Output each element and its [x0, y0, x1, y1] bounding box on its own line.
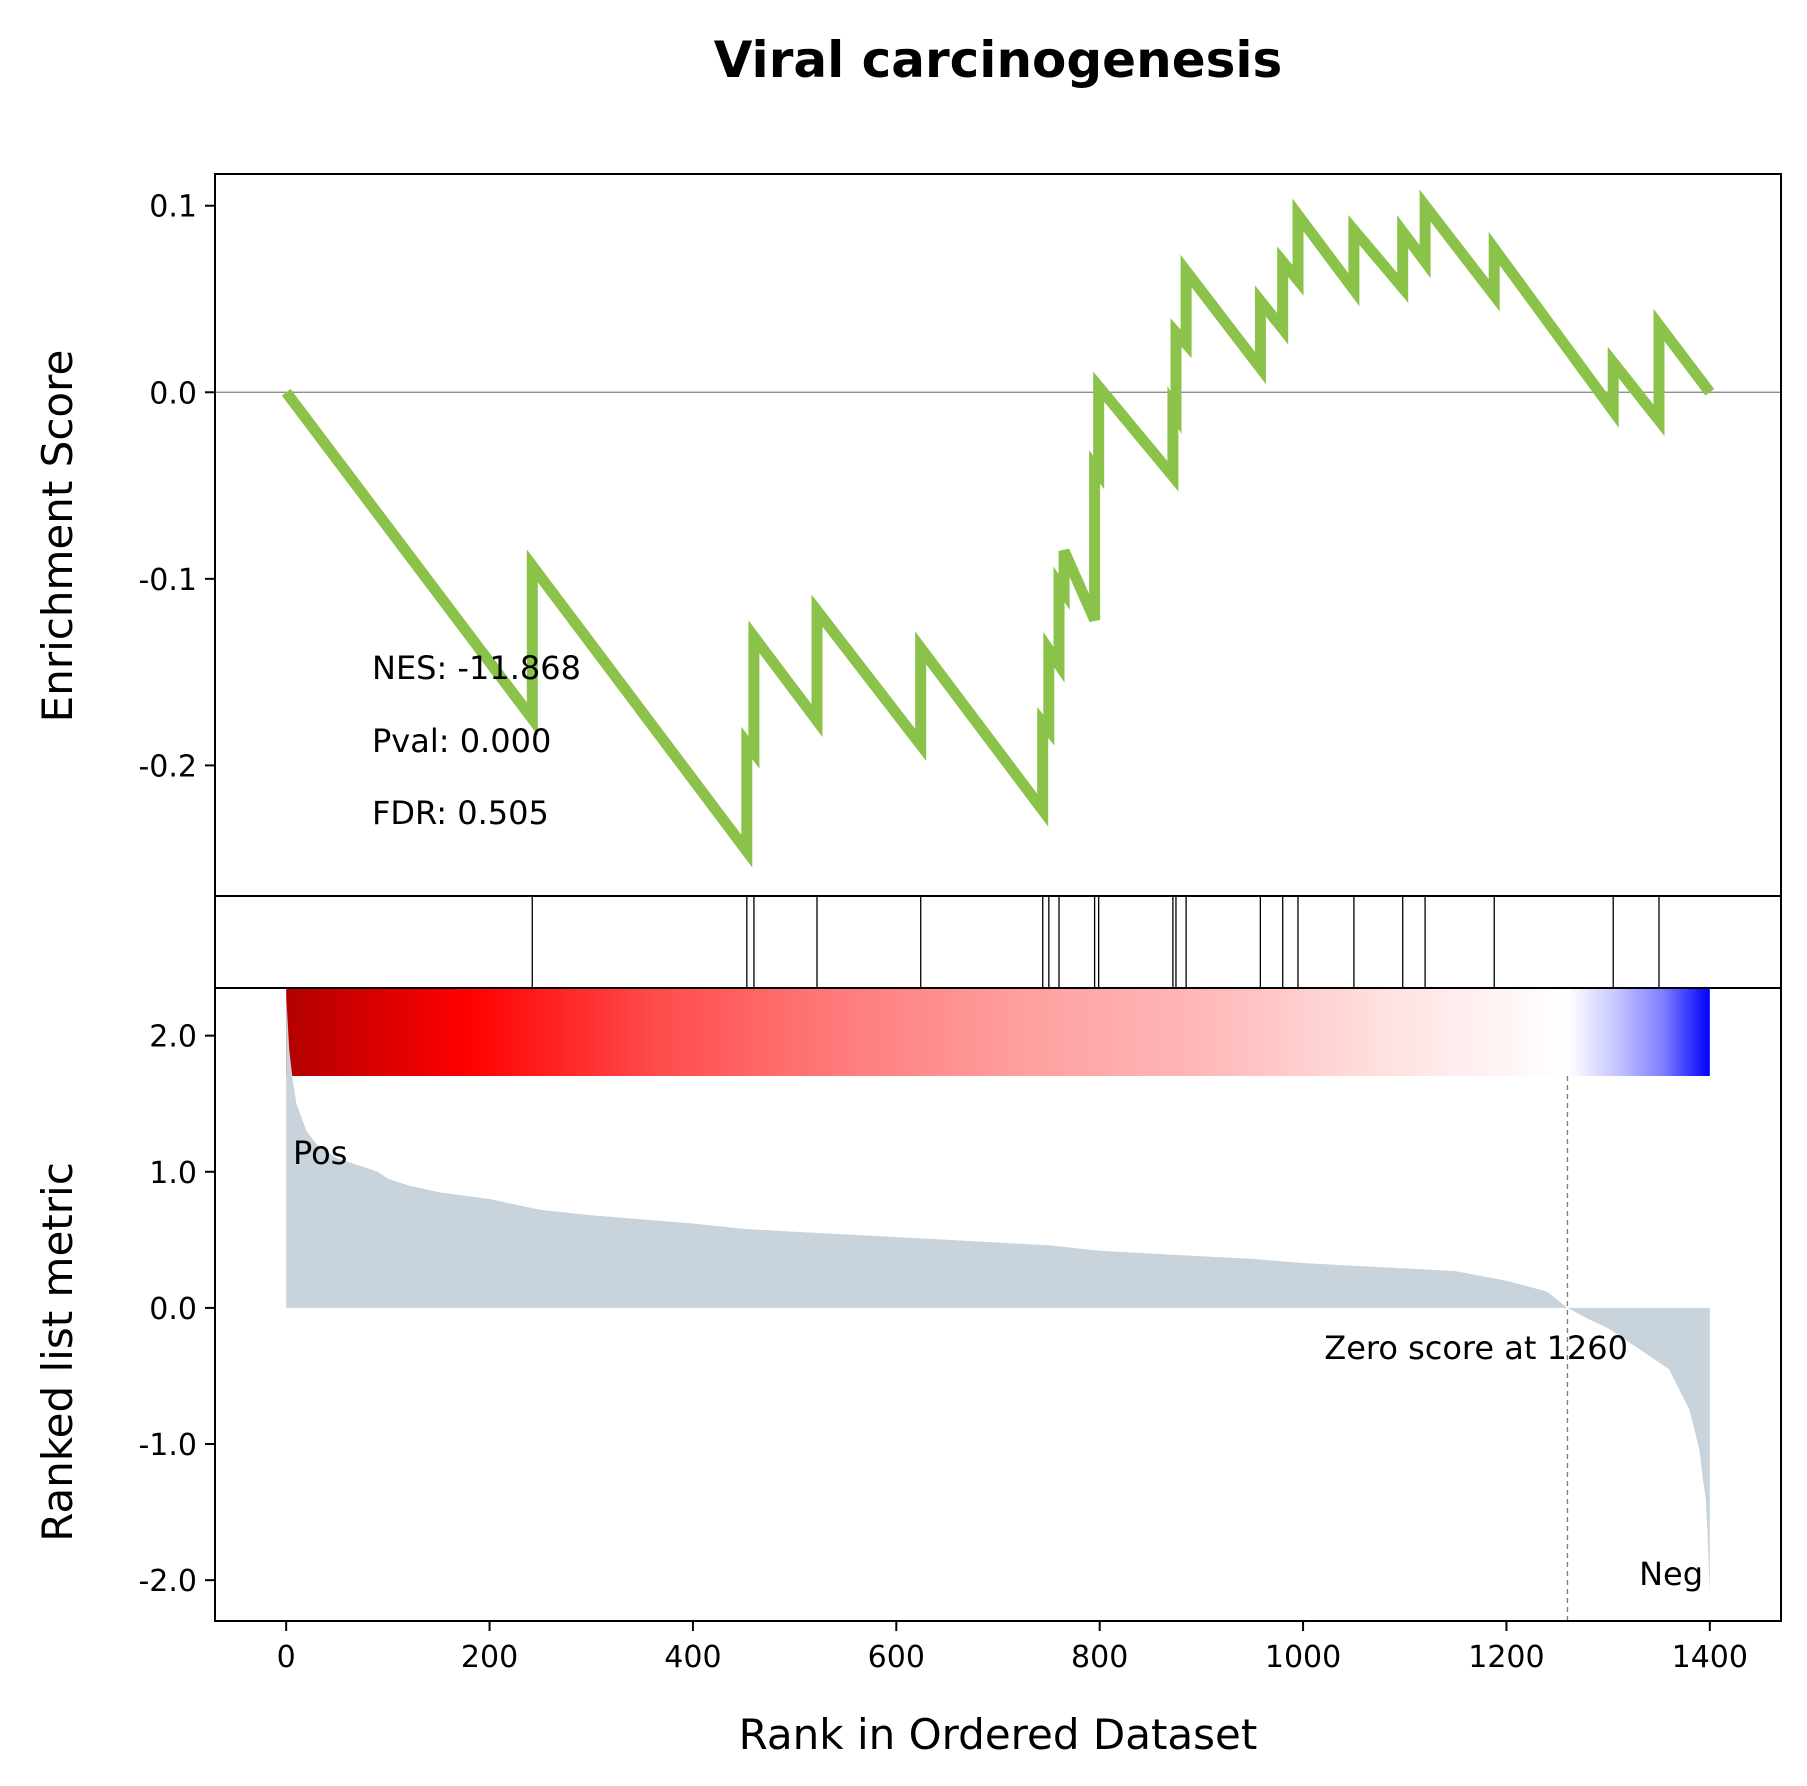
es-y-ticks: 0.1 0.0 -0.1 -0.2	[138, 190, 215, 784]
ranked-panel-frame	[214, 987, 1782, 1622]
x-tick-label: 400	[664, 1640, 721, 1675]
zero-score-label: Zero score at 1260	[1324, 1329, 1628, 1367]
chart-title: Viral carcinogenesis	[714, 31, 1283, 89]
ranked-y-ticks: 2.0 1.0 0.0 -1.0 -2.0	[138, 1020, 215, 1599]
x-tick-label: 600	[868, 1640, 925, 1675]
fdr-annotation: FDR: 0.505	[372, 794, 549, 832]
x-tick-label: 1000	[1265, 1640, 1341, 1675]
ranked-y-tick-label: -1.0	[138, 1428, 197, 1463]
es-panel-frame	[214, 173, 1782, 897]
x-ticks: 0 200 400 600 800 1000 1200 1400	[277, 1621, 1748, 1675]
enrichment-score-line	[281, 189, 1715, 868]
es-y-axis-label: Enrichment Score	[33, 350, 82, 723]
gene-hits-panel	[214, 895, 1782, 989]
neg-label: Neg	[1639, 1555, 1703, 1593]
x-tick-label: 0	[277, 1640, 296, 1675]
ranked-metric-panel: Zero score at 1260 Pos Neg 2.0 1.0 0.0 -1.0…	[33, 987, 1782, 1759]
ranked-y-tick-label: 0.0	[149, 1292, 197, 1327]
enrichment-score-panel: 0.10.0-0.1-0.2 NES: -11.868 Pval: 0.000 …	[33, 173, 1782, 897]
ranked-y-tick-label: 2.0	[149, 1020, 197, 1055]
x-axis-label: Rank in Ordered Dataset	[739, 1710, 1258, 1759]
ranked-y-tick-label: 1.0	[149, 1156, 197, 1191]
x-tick-label: 1400	[1672, 1640, 1748, 1675]
x-tick-label: 1200	[1468, 1640, 1544, 1675]
es-y-tick-label: 0.0	[149, 376, 197, 411]
es-y-tick-label: -0.2	[138, 749, 197, 784]
ranked-y-tick-label: -2.0	[138, 1564, 197, 1599]
x-tick-label: 800	[1071, 1640, 1128, 1675]
pos-label: Pos	[293, 1134, 347, 1172]
ranked-y-axis-label: Ranked list metric	[33, 1162, 82, 1542]
es-y-tick-label: -0.1	[138, 563, 197, 598]
es-y-tick-label: 0.1	[149, 190, 197, 225]
nes-annotation: NES: -11.868	[372, 649, 581, 687]
pval-annotation: Pval: 0.000	[372, 722, 551, 760]
rank-color-gradient-bar	[286, 988, 1710, 1076]
ranked-metric-area	[286, 994, 1710, 1594]
hits-panel-frame	[214, 895, 1782, 989]
hit-lines	[531, 896, 1660, 988]
x-tick-label: 200	[461, 1640, 518, 1675]
